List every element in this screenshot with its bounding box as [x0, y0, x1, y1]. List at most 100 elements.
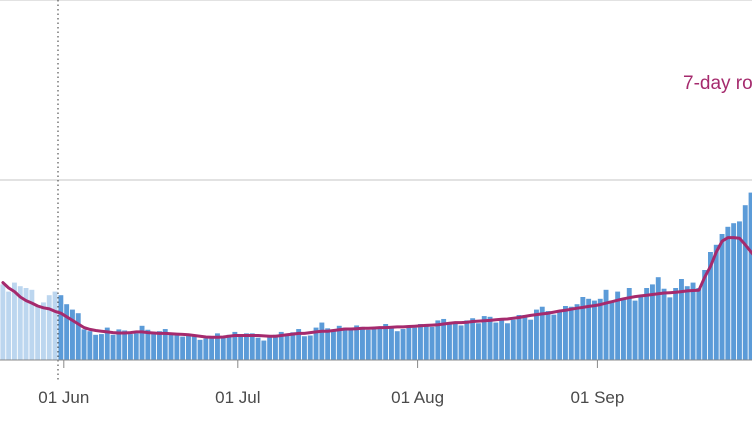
- bar-126: [731, 223, 737, 360]
- bar-30: [174, 334, 180, 360]
- bar-23: [133, 333, 139, 360]
- x-ticks: 01 Jun 01 Jul 01 Aug 01 Sep: [38, 360, 624, 407]
- bar-56: [325, 328, 331, 360]
- bar-14: [81, 329, 87, 360]
- bar-121: [702, 270, 708, 360]
- bar-40: [232, 331, 238, 360]
- bar-63: [365, 329, 371, 360]
- bar-67: [389, 326, 394, 360]
- x-tick-label-0: 01 Jun: [38, 388, 89, 407]
- bar-25: [145, 329, 151, 360]
- bar-2: [12, 282, 17, 360]
- bar-110: [638, 295, 644, 360]
- bar-61: [354, 325, 360, 360]
- bar-55: [319, 322, 325, 360]
- bar-46: [267, 336, 273, 360]
- bar-97: [563, 306, 568, 360]
- bar-11: [64, 304, 70, 360]
- bar-77: [447, 322, 452, 360]
- bar-36: [209, 337, 215, 360]
- bar-85: [493, 322, 499, 360]
- bar-129: [748, 192, 752, 360]
- bar-86: [499, 319, 505, 360]
- bar-93: [539, 306, 545, 360]
- bar-116: [673, 288, 679, 360]
- bar-117: [679, 279, 684, 360]
- bar-19: [110, 334, 116, 360]
- bar-96: [557, 310, 563, 360]
- bar-94: [545, 311, 551, 360]
- bar-79: [458, 325, 464, 360]
- bar-6: [35, 306, 41, 360]
- bar-74: [429, 326, 435, 360]
- bar-43: [249, 333, 255, 360]
- bar-32: [186, 334, 191, 360]
- bar-83: [481, 316, 487, 360]
- bar-27: [157, 331, 162, 360]
- bar-92: [534, 309, 539, 360]
- bar-34: [197, 339, 203, 360]
- bar-37: [215, 333, 220, 360]
- bar-115: [667, 297, 673, 360]
- bar-95: [551, 314, 557, 360]
- bar-41: [238, 336, 244, 360]
- bar-10: [58, 295, 64, 360]
- bar-47: [273, 334, 278, 360]
- y-gridlines: [0, 0, 752, 181]
- bar-12: [70, 309, 75, 360]
- bar-108: [626, 288, 632, 360]
- x-tick-label-1: 01 Jul: [215, 388, 260, 407]
- bar-107: [621, 299, 626, 360]
- bar-90: [522, 315, 528, 360]
- bar-119: [690, 282, 696, 360]
- bar-35: [203, 338, 209, 360]
- x-tick-label-2: 01 Aug: [391, 388, 444, 407]
- bar-21: [122, 330, 128, 360]
- bar-13: [75, 313, 81, 360]
- bar-29: [168, 334, 174, 360]
- bar-31: [180, 336, 186, 360]
- bar-0: [0, 284, 6, 360]
- bar-78: [452, 321, 458, 360]
- bar-88: [510, 319, 516, 360]
- bar-98: [568, 306, 574, 360]
- bar-39: [226, 334, 232, 360]
- bar-114: [661, 288, 667, 360]
- bar-82: [476, 323, 481, 360]
- bar-111: [644, 288, 650, 360]
- bar-59: [342, 327, 348, 360]
- bar-64: [371, 328, 377, 360]
- bar-80: [464, 320, 470, 360]
- bar-4: [23, 288, 29, 360]
- bar-87: [505, 323, 510, 360]
- bar-68: [394, 331, 400, 360]
- bar-124: [719, 234, 725, 360]
- rolling-average-line: [1, 236, 752, 339]
- bar-38: [220, 336, 226, 360]
- bar-48: [278, 331, 284, 360]
- bar-72: [418, 324, 423, 360]
- bar-1: [6, 291, 12, 360]
- bar-118: [684, 286, 690, 360]
- bar-81: [470, 318, 476, 360]
- bar-26: [151, 332, 157, 360]
- bar-42: [244, 333, 249, 360]
- bar-58: [336, 325, 342, 360]
- bar-106: [615, 291, 621, 360]
- bar-125: [725, 226, 731, 360]
- bar-65: [377, 327, 383, 360]
- bar-24: [139, 325, 145, 360]
- bar-101: [586, 298, 592, 360]
- bar-112: [650, 284, 655, 360]
- bar-57: [331, 330, 336, 360]
- bar-91: [528, 319, 534, 360]
- bar-128: [742, 205, 748, 360]
- bar-76: [441, 318, 447, 360]
- bar-69: [400, 329, 406, 360]
- bar-105: [609, 300, 615, 360]
- bar-28: [162, 329, 168, 360]
- daily-bars: [0, 192, 752, 360]
- bar-44: [255, 337, 261, 360]
- bar-16: [93, 334, 99, 360]
